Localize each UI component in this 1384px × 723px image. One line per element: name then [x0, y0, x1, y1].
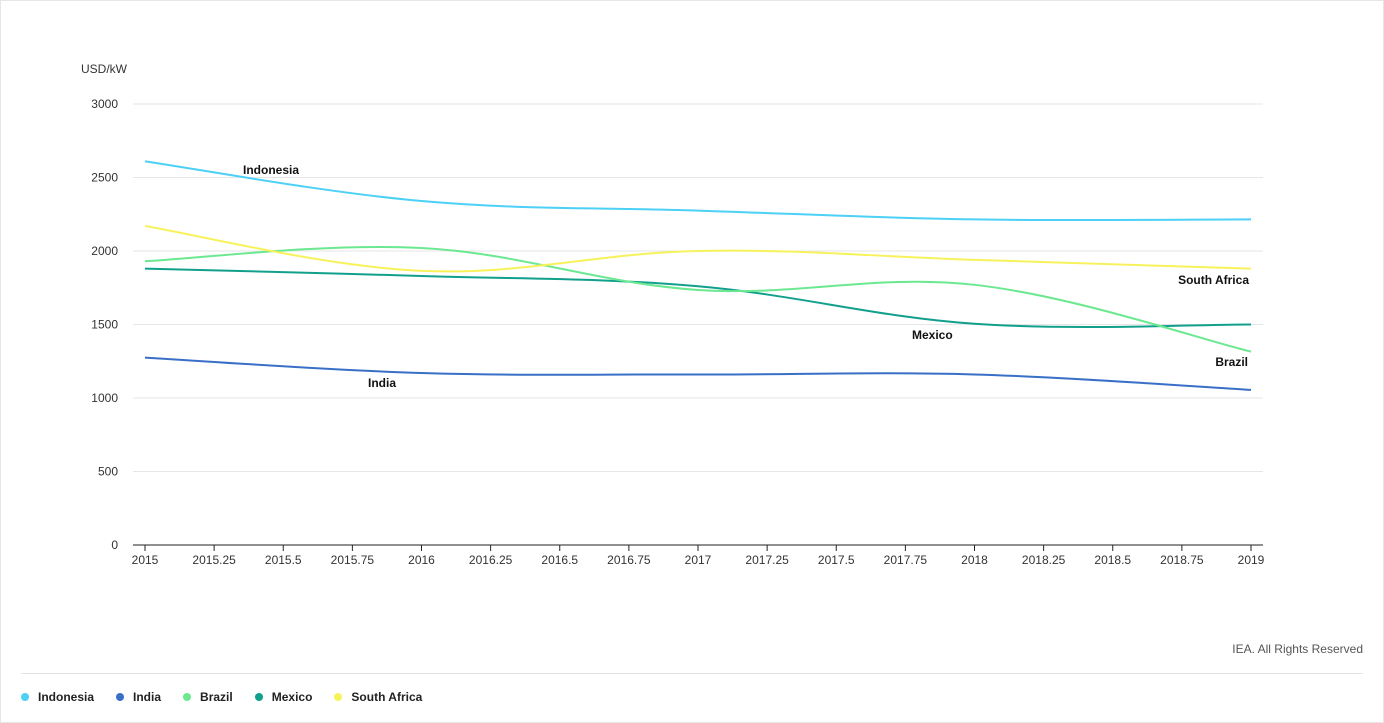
series-line-indonesia	[144, 160, 1252, 222]
series-labels: Indonesia India Mexico South Africa Brazil	[243, 163, 1249, 390]
x-tick-label: 2015.25	[192, 553, 236, 567]
y-tick-label: 1500	[91, 318, 118, 332]
series-line-brazil	[144, 246, 1252, 353]
x-tick-label: 2015.5	[265, 553, 302, 567]
x-tick-label: 2016.75	[607, 553, 651, 567]
legend-item-mexico[interactable]: Mexico	[254, 690, 313, 704]
legend-label: Indonesia	[38, 690, 95, 704]
legend: Indonesia India Brazil Mexico South Africa	[21, 690, 444, 704]
legend-swatch	[254, 693, 263, 701]
footer-divider	[21, 673, 1363, 674]
credit-text: IEA. All Rights Reserved	[1232, 642, 1363, 656]
legend-item-indonesia[interactable]: Indonesia	[21, 690, 94, 704]
y-tick-label: 2000	[91, 244, 118, 258]
legend-swatch	[116, 693, 125, 701]
legend-label: India	[133, 690, 162, 704]
x-tick-label: 2018.75	[1160, 553, 1204, 567]
x-tick-label: 2015	[132, 553, 159, 567]
x-tick-label: 2019	[1238, 553, 1265, 567]
grid-lines	[133, 103, 1263, 472]
x-tick-label: 2016.25	[469, 553, 513, 567]
y-tick-label: 500	[98, 465, 118, 479]
legend-item-south-africa[interactable]: South Africa	[334, 690, 422, 704]
y-tick-label: 3000	[91, 97, 118, 111]
series-line-south-africa	[144, 225, 1252, 273]
x-tick-label: 2017	[685, 553, 712, 567]
x-tick-label: 2016	[408, 553, 435, 567]
series-annotation-brazil: Brazil	[1215, 355, 1248, 369]
x-tick-label: 2017.5	[818, 553, 855, 567]
y-axis-label: USD/kW	[81, 62, 128, 76]
x-tick-label: 2016.5	[541, 553, 578, 567]
series-line-india	[144, 356, 1252, 391]
x-tick-label: 2018.25	[1022, 553, 1066, 567]
legend-item-brazil[interactable]: Brazil	[183, 690, 233, 704]
series-lines	[144, 160, 1252, 391]
y-tick-label: 0	[111, 538, 118, 552]
x-tick-label: 2015.75	[331, 553, 375, 567]
x-tick-label: 2018	[961, 553, 988, 567]
legend-swatch	[334, 693, 343, 701]
legend-item-india[interactable]: India	[116, 690, 161, 704]
x-tick-label: 2017.25	[745, 553, 789, 567]
series-annotation-south-africa: South Africa	[1178, 273, 1249, 287]
x-axis: 2015 2015.25 2015.5 2015.75 2016 2016.25 2016.…	[132, 544, 1265, 567]
series-line-mexico	[144, 267, 1252, 328]
x-tick-label: 2018.5	[1094, 553, 1131, 567]
legend-label: South Africa	[351, 690, 423, 704]
series-annotation-indonesia: Indonesia	[243, 163, 299, 177]
y-axis-ticks: 0 500 1000 1500 2000 2500 3000	[91, 97, 118, 552]
series-annotation-india: India	[368, 376, 396, 390]
legend-swatch	[183, 693, 192, 701]
x-tick-label: 2017.75	[884, 553, 928, 567]
y-tick-label: 2500	[91, 171, 118, 185]
legend-label: Mexico	[271, 690, 313, 704]
legend-label: Brazil	[200, 690, 233, 704]
legend-swatch	[21, 693, 29, 701]
series-annotation-mexico: Mexico	[912, 328, 953, 342]
y-tick-label: 1000	[91, 391, 118, 405]
